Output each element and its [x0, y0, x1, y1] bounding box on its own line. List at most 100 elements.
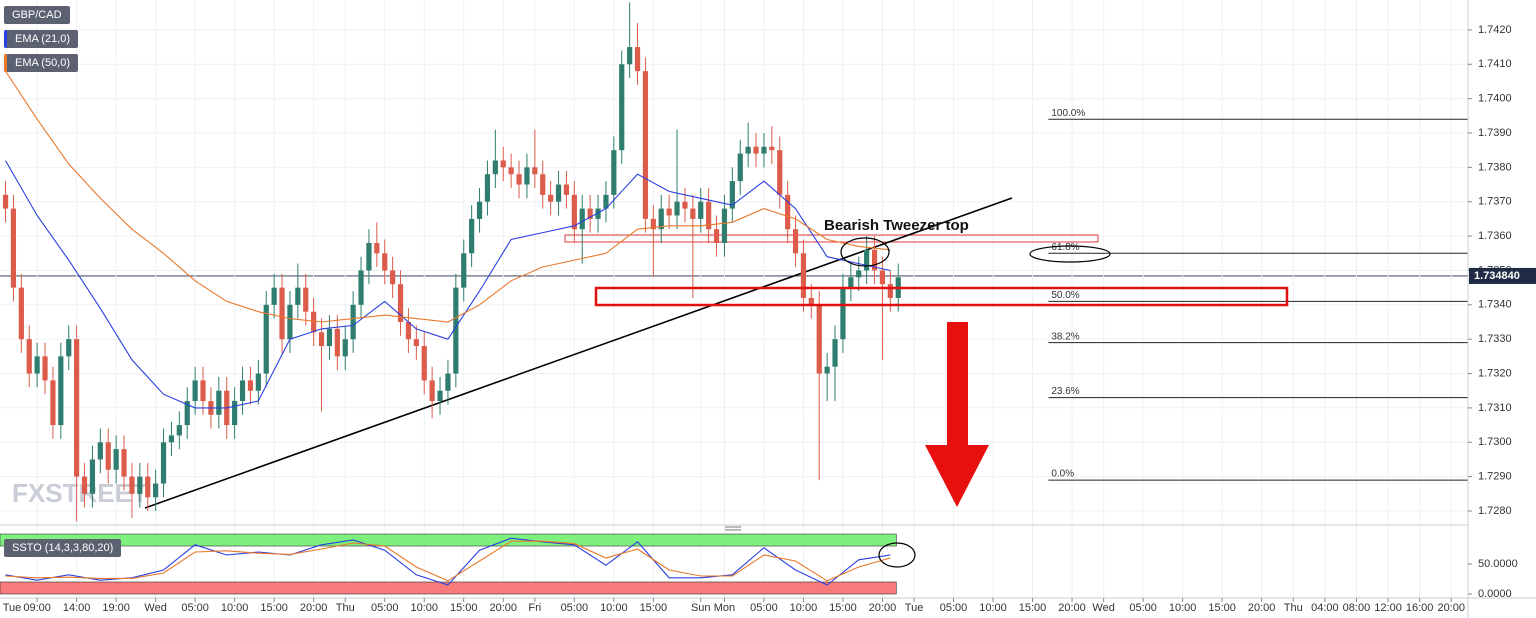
candle-body [437, 390, 443, 402]
candle-body [26, 339, 32, 374]
candle-body [540, 174, 546, 195]
candle-body [303, 287, 309, 312]
candle-body [769, 146, 775, 151]
candle-body [445, 373, 451, 391]
line-series [5, 537, 891, 586]
legend-entry[interactable]: EMA (21,0) [4, 30, 79, 48]
candle-body [358, 270, 364, 305]
candle-body [469, 218, 475, 254]
candle-body [10, 208, 17, 288]
candle-body [627, 47, 633, 65]
x-tick-label: 15:00 [1208, 602, 1236, 614]
candle-body [271, 287, 277, 305]
candle-body [698, 201, 704, 219]
x-tick-label: 16:00 [1406, 602, 1434, 614]
candle-body [848, 277, 854, 288]
candle-body [374, 242, 380, 254]
candle-body [129, 476, 135, 494]
candle-body [587, 208, 593, 219]
line-series [5, 70, 891, 323]
candle-body [421, 346, 427, 381]
indicator-tag: SSTO (14,3,3,80,20) [4, 539, 122, 557]
x-tick-label: Thu [336, 602, 355, 614]
y-tick-label: 1.7390 [1478, 127, 1512, 139]
y-tick-label: 1.7370 [1478, 196, 1512, 208]
x-tick-label: 20:00 [300, 602, 328, 614]
candle-body [113, 449, 119, 470]
x-tick-label: 20:00 [489, 602, 517, 614]
candle-body [650, 218, 656, 230]
candle-body [74, 339, 80, 477]
candle-body [548, 194, 554, 202]
fib-label: 38.2% [1051, 331, 1079, 342]
candle-body [97, 442, 103, 460]
candle-body [666, 208, 672, 216]
line-series [5, 160, 891, 409]
y-tick-label: 0.0000 [1478, 588, 1512, 600]
x-tick-label: Wed [144, 602, 166, 614]
candle-body [232, 401, 238, 426]
fib-label: 50.0% [1051, 290, 1079, 301]
candle-body [824, 366, 830, 374]
candle-body [342, 339, 348, 357]
annotation: Bearish Tweezer top [824, 217, 969, 234]
support-box [594, 286, 1289, 307]
x-tick-label: 10:00 [790, 602, 818, 614]
candle-body [295, 287, 301, 305]
y-tick-label: 1.7310 [1478, 402, 1512, 414]
band [0, 581, 897, 595]
x-tick-label: 05:00 [750, 602, 778, 614]
ellipse [840, 237, 890, 267]
candle-body [555, 184, 562, 202]
candle-body [366, 242, 372, 271]
x-tick-label: 08:00 [1343, 602, 1371, 614]
candle-body [871, 249, 878, 271]
candle-body [508, 167, 514, 175]
y-tick-label: 1.7420 [1478, 24, 1512, 36]
candle-body [318, 332, 325, 347]
candle-body [168, 435, 175, 443]
candle-body [42, 356, 48, 381]
x-tick-label: 10:00 [410, 602, 438, 614]
fib-label: 0.0% [1051, 469, 1074, 480]
candle-body [311, 311, 317, 333]
candle-body [200, 380, 206, 402]
candle-body [153, 483, 159, 498]
candle-body [382, 253, 388, 271]
candle-body [800, 253, 807, 298]
candle-body [563, 184, 570, 195]
candle-body [745, 146, 751, 154]
candle-body [397, 284, 404, 322]
candle-body [279, 287, 285, 340]
x-tick-label: 14:00 [63, 602, 91, 614]
x-tick-label: 05:00 [561, 602, 589, 614]
x-tick-label: Tue [905, 602, 924, 614]
x-tick-label: 20:00 [1058, 602, 1086, 614]
x-tick-label: Mon [714, 602, 735, 614]
candle-body [887, 284, 893, 298]
candle-body [516, 174, 522, 185]
y-tick-label: 1.7330 [1478, 333, 1512, 345]
candle-body [137, 476, 143, 494]
legend-entry[interactable]: EMA (50,0) [4, 54, 79, 72]
candle-body [571, 194, 577, 230]
x-tick-label: 05:00 [940, 602, 968, 614]
candle-body [429, 380, 435, 402]
candle-body [390, 270, 396, 285]
x-tick-label: 20:00 [869, 602, 897, 614]
candle-body [405, 321, 412, 340]
last-price-label: 1.734840 [1474, 270, 1520, 282]
candle-body [642, 71, 649, 219]
candle-body [121, 449, 127, 477]
candle-body [160, 442, 167, 484]
fib-label: 61.8% [1051, 242, 1079, 253]
candle-body [58, 356, 64, 426]
candle-body [216, 390, 222, 415]
candle-body [595, 208, 601, 219]
candle-body [524, 167, 530, 185]
candle-body [729, 181, 735, 209]
candle-body [326, 328, 333, 347]
x-tick-label: 19:00 [102, 602, 130, 614]
candle-body [287, 304, 293, 340]
